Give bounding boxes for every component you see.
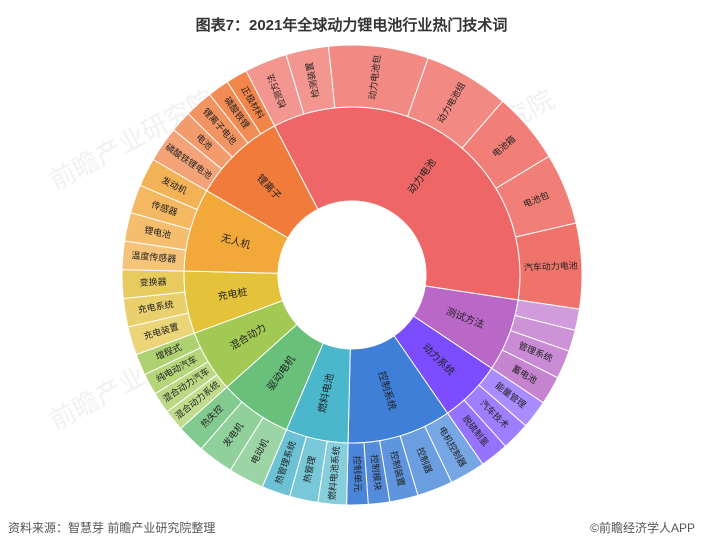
source-label: 资料来源：智慧芽 前瞻产业研究院整理	[8, 519, 215, 536]
brand-label: ©前瞻经济学人APP	[590, 519, 695, 536]
sunburst-chart: 动力电池检测方法检测装置动力电池包动力电池组电池箱电池包汽车动力电池测试方法管理…	[0, 40, 703, 510]
outer-slice	[346, 443, 368, 505]
outer-slice	[515, 223, 581, 309]
chart-title: 图表7：2021年全球动力锂电池行业热门技术词	[0, 0, 703, 35]
